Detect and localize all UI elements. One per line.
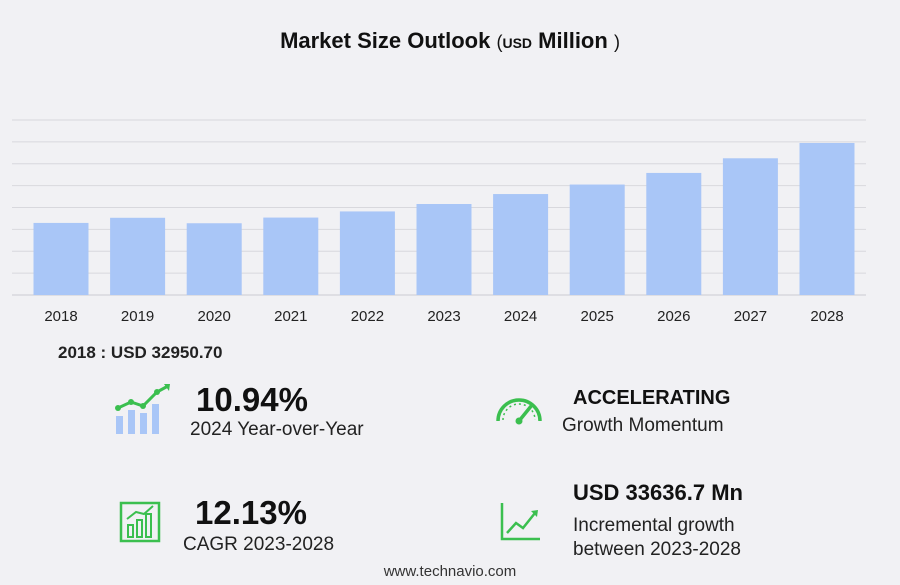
momentum-stat: ACCELERATING Growth Momentum: [562, 385, 731, 438]
title-open-paren: (: [496, 32, 503, 52]
base-year-value: 2018 : USD 32950.70: [58, 343, 223, 362]
incremental-value: USD 33636.7 Mn: [573, 480, 743, 505]
bar-2024: [493, 194, 549, 295]
yoy-growth-icon: [115, 384, 170, 434]
bar-2025: [569, 184, 625, 295]
x-tick-label: 2020: [198, 308, 231, 325]
yoy-value: 10.94%: [196, 381, 308, 418]
x-tick-label: 2019: [121, 308, 154, 325]
x-tick-label: 2028: [810, 308, 843, 325]
x-tick-label: 2021: [274, 308, 307, 325]
x-tick-label: 2025: [581, 308, 614, 325]
line-trend-icon: [500, 503, 540, 541]
chart-title: Market Size Outlook (USD Million ): [0, 28, 900, 54]
bar-2020: [186, 223, 242, 295]
speedometer-icon: [496, 398, 542, 425]
title-main: Market Size Outlook: [280, 28, 491, 53]
bar-2023: [416, 204, 472, 295]
title-unit: Million: [538, 28, 608, 53]
momentum-label: Growth Momentum: [562, 415, 724, 436]
bar-2021: [263, 217, 319, 295]
title-unit-small: USD: [502, 35, 533, 51]
x-tick-label: 2027: [734, 308, 767, 325]
incremental-stat: USD 33636.7 Mn Incremental growth betwee…: [573, 480, 743, 562]
cagr-value: 12.13%: [195, 494, 307, 531]
bar-chart: 2018 2019 2020 2021 2022 2023 2024 2025 2026 2027…: [12, 119, 866, 325]
incremental-label-line1: Incremental growth: [573, 515, 735, 536]
yoy-stat: 10.94% 2024 Year-over-Year: [190, 381, 364, 442]
yoy-label: 2024 Year-over-Year: [190, 419, 364, 440]
x-tick-label: 2022: [351, 308, 384, 325]
title-close-paren: ): [613, 32, 620, 52]
bar-2018: [33, 222, 89, 295]
bar-2022: [339, 211, 395, 295]
x-tick-label: 2024: [504, 308, 537, 325]
cagr-chart-icon: [119, 501, 161, 543]
bar-2026: [646, 172, 702, 295]
source-url: www.technavio.com: [383, 563, 517, 580]
bar-2019: [110, 217, 166, 295]
cagr-stat: 12.13% CAGR 2023-2028: [183, 494, 334, 557]
bar-2028: [799, 142, 855, 295]
momentum-value: ACCELERATING: [573, 387, 731, 409]
cagr-label: CAGR 2023-2028: [183, 534, 335, 555]
x-tick-label: 2018: [44, 308, 77, 325]
x-tick-label: 2026: [657, 308, 690, 325]
incremental-label-line2: between 2023-2028: [573, 539, 741, 560]
bar-2027: [722, 158, 778, 295]
x-tick-label: 2023: [427, 308, 460, 325]
